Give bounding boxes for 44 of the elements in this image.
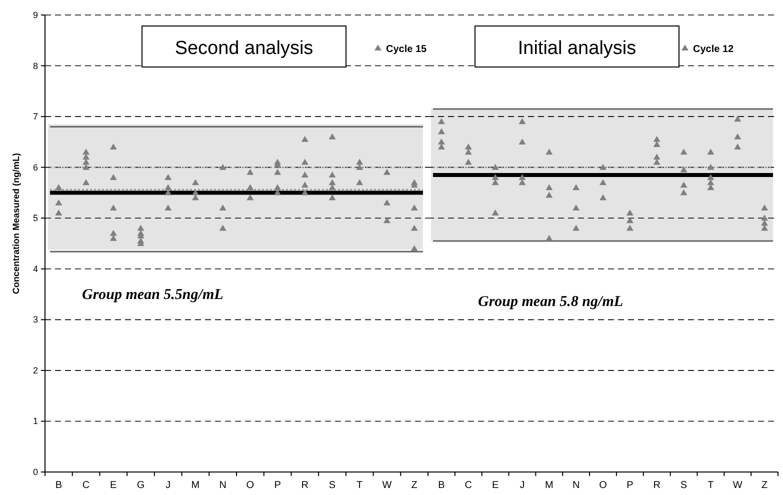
annotation: Group mean 5.8 ng/mL — [478, 294, 624, 310]
y-tick-label: 6 — [32, 162, 38, 172]
y-tick-label: 2 — [32, 365, 38, 376]
x-tick-label: O — [599, 480, 608, 491]
x-tick-label: R — [301, 480, 309, 491]
x-tick-label: P — [626, 480, 634, 491]
x-tick-label: Z — [411, 480, 418, 491]
x-tick-label: S — [328, 480, 336, 491]
annotation: Initial analysis — [518, 38, 636, 59]
x-tick-label: W — [382, 480, 392, 491]
x-tick-label: S — [680, 480, 688, 491]
x-tick-label: G — [136, 480, 145, 491]
y-tick-label: 5 — [32, 213, 38, 224]
x-tick-label: W — [732, 480, 743, 491]
x-tick-label: C — [82, 480, 90, 491]
x-tick-label: B — [438, 480, 446, 491]
x-tick-label: J — [166, 480, 171, 491]
x-tick-label: O — [246, 480, 254, 491]
x-tick-label: N — [219, 480, 226, 491]
x-tick-label: E — [110, 480, 118, 491]
x-tick-label: T — [708, 480, 714, 491]
legend-label: Cycle 15 — [386, 44, 428, 55]
x-tick-label: M — [191, 480, 200, 491]
x-tick-label: N — [572, 480, 580, 491]
y-tick-label: 8 — [32, 60, 38, 71]
x-tick-label: B — [55, 480, 62, 491]
x-tick-label: M — [544, 480, 554, 491]
y-tick-label: 3 — [32, 314, 38, 325]
x-tick-label: R — [653, 480, 660, 491]
annotation: Second analysis — [174, 38, 314, 59]
x-tick-label: T — [356, 480, 363, 491]
y-tick-label: 7 — [32, 112, 38, 122]
x-tick-label: C — [464, 480, 472, 491]
y-axis-title: Concentration Measured (ng/mL) — [11, 152, 21, 294]
annotation: Group mean 5.5ng/mL — [82, 287, 224, 303]
legend-label: Cycle 12 — [693, 44, 734, 55]
y-tick-label: 4 — [32, 264, 38, 274]
x-tick-label: J — [520, 480, 525, 491]
x-tick-label: Z — [761, 480, 768, 491]
y-tick-label: 1 — [32, 416, 38, 426]
y-tick-label: 0 — [32, 467, 38, 477]
x-tick-label: E — [492, 480, 499, 491]
y-tick-label: 9 — [32, 10, 38, 20]
x-tick-label: P — [274, 480, 282, 491]
